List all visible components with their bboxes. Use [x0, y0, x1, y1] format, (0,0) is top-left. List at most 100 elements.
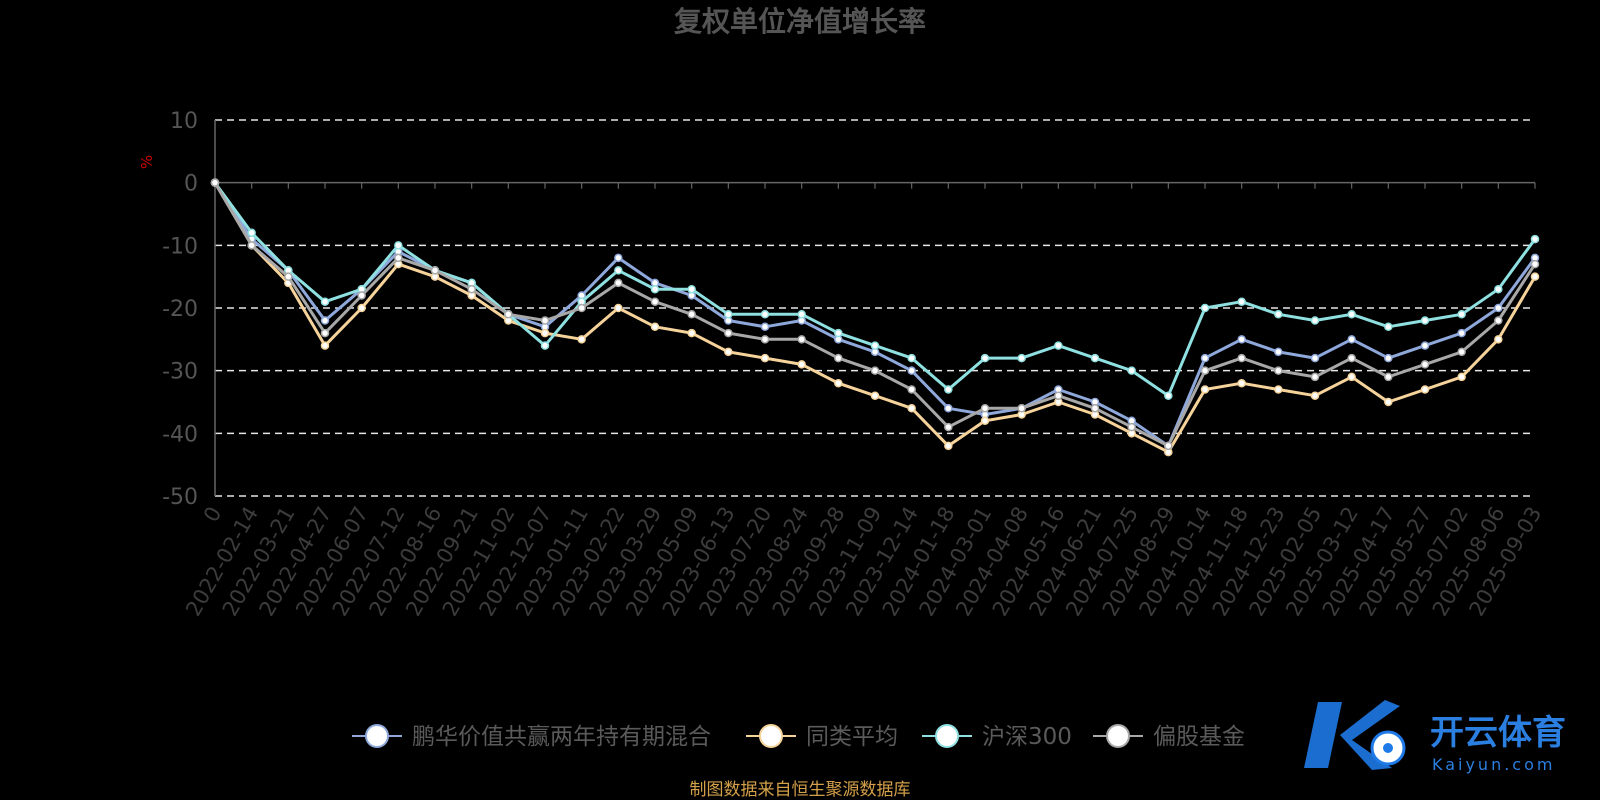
- y-tick-label: 0: [184, 172, 198, 197]
- data-point: [760, 335, 770, 344]
- data-point: [614, 253, 623, 263]
- data-point: [577, 335, 586, 344]
- y-tick-label: -50: [162, 485, 198, 510]
- legend-item-2[interactable]: 沪深300: [922, 724, 1072, 750]
- data-point: [357, 291, 366, 300]
- data-point: [247, 241, 256, 250]
- data-point: [1384, 372, 1393, 382]
- data-point: [1494, 284, 1503, 294]
- legend-marker: [365, 724, 389, 748]
- data-point: [980, 416, 990, 426]
- data-point: [1237, 378, 1246, 388]
- data-point: [944, 385, 953, 394]
- legend-marker: [935, 724, 959, 748]
- data-point: [614, 278, 623, 288]
- data-point: [1200, 385, 1210, 394]
- data-point: [944, 422, 953, 432]
- data-point: [394, 253, 403, 263]
- data-point: [1530, 272, 1540, 281]
- data-point: [650, 322, 660, 332]
- data-point: [760, 322, 770, 332]
- legend-item-3[interactable]: 偏股基金: [1093, 724, 1245, 750]
- data-point: [650, 284, 660, 294]
- data-point: [320, 328, 330, 338]
- data-point: [1017, 404, 1026, 413]
- data-point: [1054, 391, 1063, 400]
- data-point: [650, 297, 660, 306]
- data-point: [1274, 385, 1283, 394]
- data-point: [797, 310, 806, 319]
- data-point: [1347, 310, 1356, 319]
- data-point: [1310, 391, 1320, 400]
- data-point: [797, 335, 806, 344]
- data-point: [1457, 328, 1466, 338]
- y-tick-label: -20: [162, 297, 198, 322]
- data-point: [944, 441, 953, 451]
- x-tick-labels: 02022-02-142022-03-212022-04-272022-06-0…: [181, 502, 1546, 620]
- data-point: [1274, 366, 1283, 375]
- data-point: [980, 404, 990, 413]
- series-line-0: [213, 181, 1537, 448]
- data-point: [320, 316, 330, 325]
- data-point: [1274, 310, 1283, 319]
- data-point: [1237, 335, 1246, 344]
- data-point: [1420, 385, 1430, 394]
- data-point: [614, 303, 623, 313]
- y-axis-label: %: [138, 155, 156, 169]
- data-point: [540, 316, 550, 325]
- data-point: [1494, 316, 1503, 325]
- legend-item-0[interactable]: 鹏华价值共赢两年持有期混合: [352, 724, 711, 750]
- data-point: [724, 347, 733, 357]
- data-point: [944, 404, 953, 413]
- data-point: [724, 310, 733, 319]
- y-tick-label: -10: [162, 234, 198, 259]
- legend-item-1[interactable]: 同类平均: [746, 724, 898, 750]
- data-point: [1164, 441, 1173, 451]
- data-point: [687, 284, 696, 294]
- data-point: [1237, 353, 1246, 363]
- data-point: [430, 266, 440, 275]
- watermark-logo: 开云体育 Kaiyun.com: [1304, 700, 1566, 774]
- data-point: [1384, 322, 1393, 332]
- data-point: [1310, 372, 1320, 382]
- data-point: [1274, 347, 1283, 357]
- k-logo-icon: [1304, 700, 1400, 770]
- chart-title: 复权单位净值增长率: [674, 5, 926, 38]
- data-point: [1127, 422, 1136, 432]
- data-point: [724, 328, 733, 338]
- data-point: [504, 310, 513, 319]
- data-point: [1420, 316, 1430, 325]
- data-point: [1384, 353, 1393, 363]
- data-point: [834, 328, 843, 338]
- data-point: [980, 353, 990, 363]
- data-point: [1457, 347, 1466, 357]
- data-point: [284, 272, 293, 281]
- data-point: [687, 310, 696, 319]
- data-point: [1200, 353, 1210, 363]
- data-point: [1347, 372, 1356, 382]
- data-point: [870, 391, 880, 400]
- data-point: [1127, 366, 1136, 375]
- data-point: [760, 353, 770, 363]
- data-point: [870, 341, 880, 350]
- data-point: [1237, 297, 1246, 306]
- data-point: [1384, 397, 1393, 407]
- data-point: [540, 341, 550, 350]
- data-point: [907, 353, 916, 363]
- data-point: [247, 228, 256, 238]
- data-point: [1457, 372, 1466, 382]
- data-point: [1090, 404, 1100, 413]
- data-point: [394, 241, 403, 250]
- legend-marker: [1106, 724, 1130, 748]
- data-point: [210, 178, 220, 187]
- data-point: [614, 266, 623, 275]
- legend-label: 沪深300: [982, 724, 1072, 750]
- data-point: [834, 353, 843, 363]
- data-point: [357, 303, 366, 313]
- data-point: [1494, 303, 1503, 313]
- data-point: [834, 378, 843, 388]
- legend-label: 同类平均: [806, 724, 898, 750]
- data-point: [320, 297, 330, 306]
- grid-lines: [215, 119, 1535, 497]
